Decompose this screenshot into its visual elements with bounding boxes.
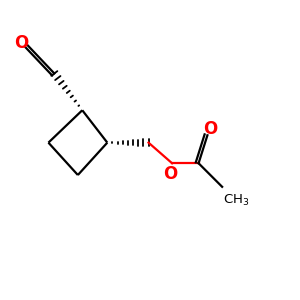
Text: O: O bbox=[164, 165, 178, 183]
Text: CH$_3$: CH$_3$ bbox=[223, 193, 249, 208]
Text: O: O bbox=[203, 120, 218, 138]
Text: O: O bbox=[14, 34, 28, 52]
